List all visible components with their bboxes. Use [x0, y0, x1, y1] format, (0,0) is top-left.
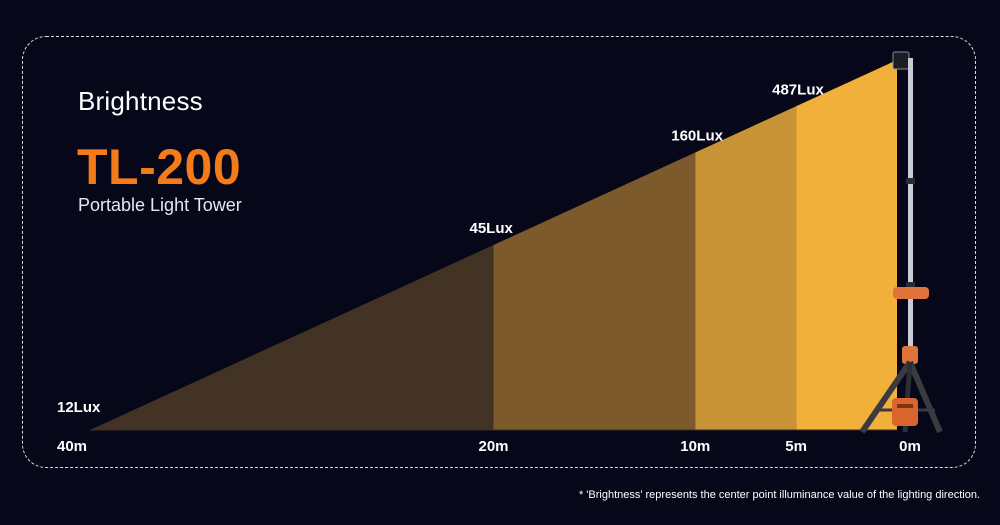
x-tick-5m: 5m	[785, 438, 807, 455]
light-zones	[90, 60, 897, 431]
zone-40m-20m	[90, 245, 494, 430]
lux-labels: 12Lux 45Lux 160Lux 487Lux	[57, 81, 824, 416]
x-tick-20m: 20m	[478, 438, 508, 455]
x-tick-10m: 10m	[680, 438, 710, 455]
lower-clamp	[902, 346, 918, 364]
x-tick-40m: 40m	[57, 438, 87, 455]
light-tower-illustration	[859, 51, 943, 434]
dashed-frame	[22, 36, 976, 468]
x-tick-0m: 0m	[899, 438, 921, 455]
value-label-5m: 487Lux	[772, 81, 824, 98]
distance-ticks: 40m 20m 10m 5m 0m	[57, 438, 921, 455]
zone-20m-10m	[493, 152, 696, 430]
footnote: * 'Brightness' represents the center poi…	[578, 489, 980, 501]
page-heading: Brightness	[78, 86, 203, 116]
value-label-20m: 45Lux	[470, 220, 514, 237]
zone-5m-0m	[796, 60, 897, 430]
value-label-40m: 12Lux	[57, 399, 101, 416]
zone-10m-5m	[695, 106, 797, 430]
model-name: TL-200	[77, 139, 242, 195]
product-subtitle: Portable Light Tower	[78, 195, 242, 215]
mast	[908, 58, 913, 358]
lamp-head	[892, 51, 910, 70]
mast-clamp	[893, 287, 929, 299]
value-label-10m: 160Lux	[671, 128, 723, 145]
battery-pack	[892, 398, 918, 426]
